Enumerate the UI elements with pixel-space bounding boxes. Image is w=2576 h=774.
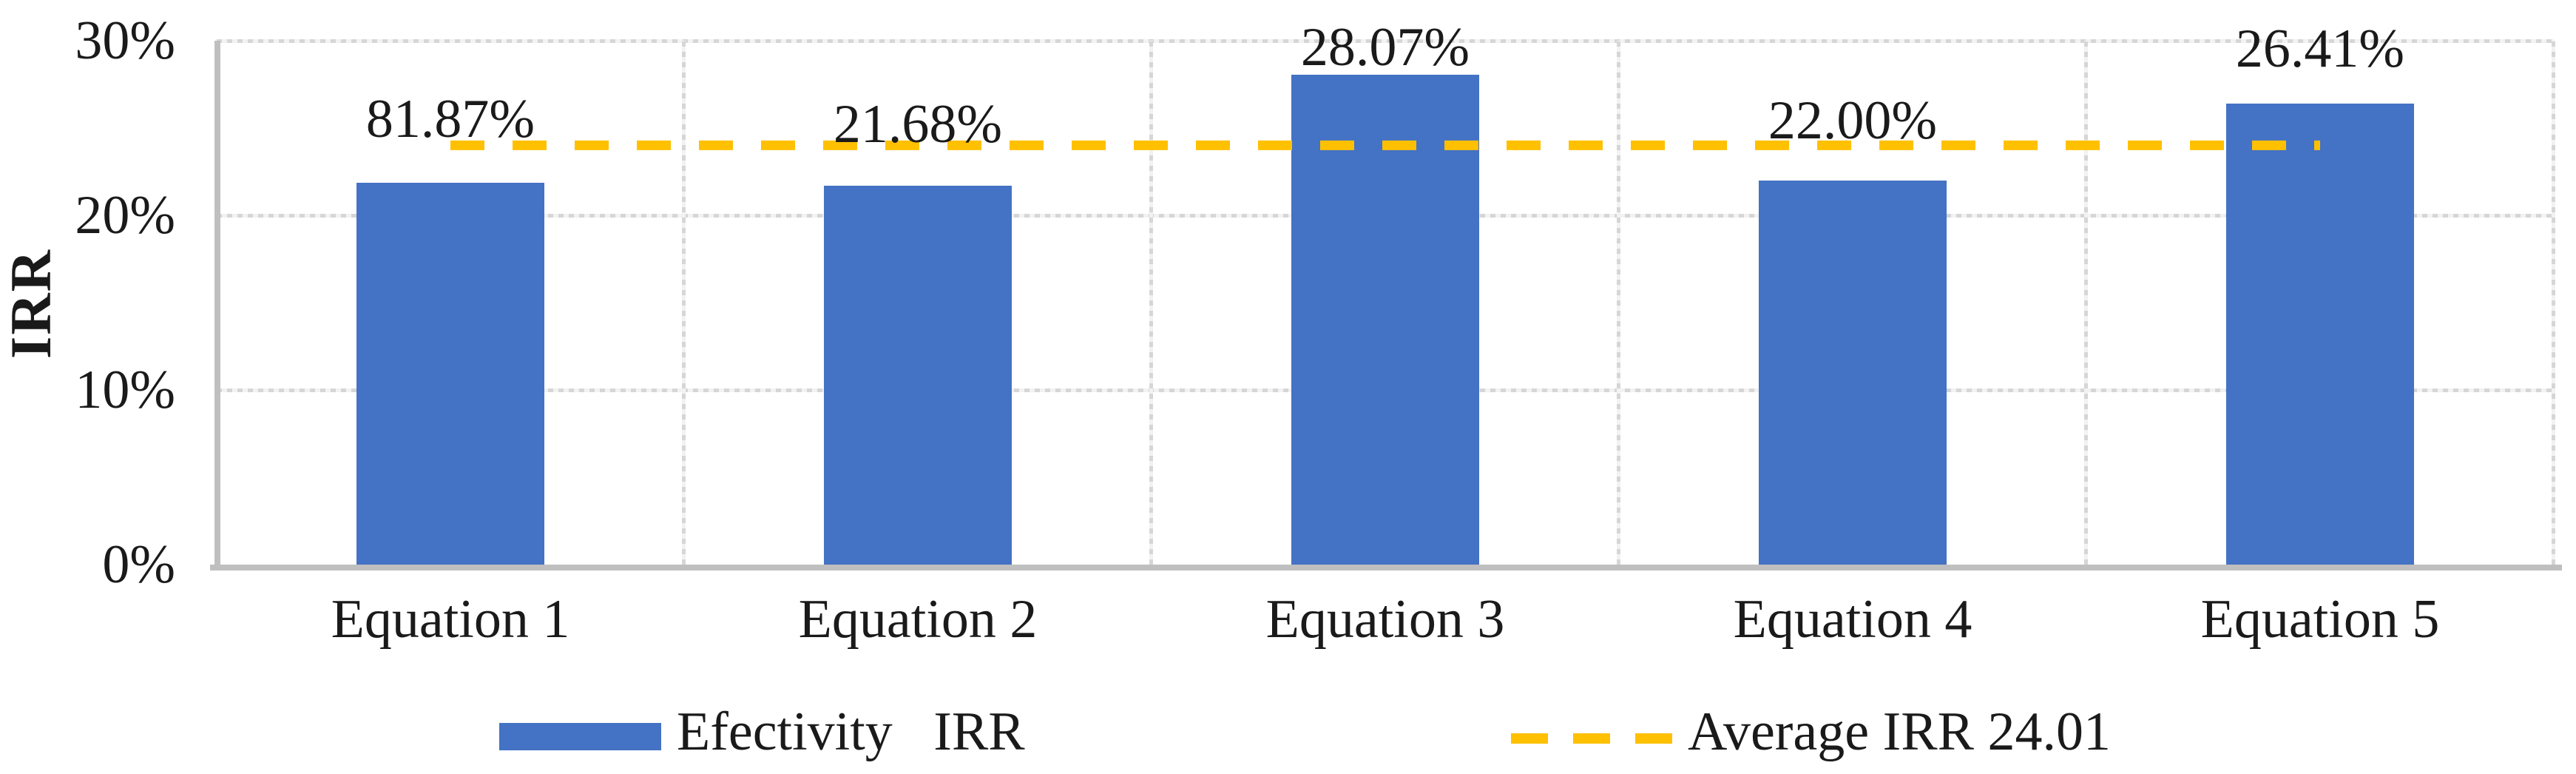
bar-equation-3 (1291, 74, 1479, 565)
bar-data-label-2: 21.68% (833, 94, 1003, 155)
gridline-v-5 (2552, 41, 2555, 565)
legend-dashed-line-swatch (1511, 733, 1672, 744)
bar-equation-4 (1759, 180, 1947, 565)
x-axis-line (210, 565, 2562, 571)
bar-equation-2 (824, 186, 1012, 565)
bar-data-label-3: 28.07% (1300, 16, 1470, 78)
x-label-equation-5: Equation 5 (2200, 589, 2440, 650)
gridline-v-4 (2084, 41, 2088, 565)
bar-data-label-4: 22.00% (1768, 90, 1938, 151)
bar-data-label-5: 26.41% (2235, 18, 2405, 79)
bar-equation-5 (2226, 103, 2414, 565)
bar-data-label-1: 81.87% (365, 88, 535, 149)
legend-bar-swatch (499, 723, 661, 750)
y-tick-0pct: 0% (102, 534, 175, 595)
gridline-v-3 (1617, 41, 1620, 565)
x-label-equation-2: Equation 2 (798, 589, 1038, 650)
legend-label-average-irr: Average IRR 24.01 (1688, 701, 2111, 762)
y-tick-30pct: 30% (75, 10, 175, 71)
gridline-v-2 (1149, 41, 1153, 565)
gridline-v-1 (682, 41, 686, 565)
x-label-equation-3: Equation 3 (1265, 589, 1505, 650)
y-tick-10pct: 10% (75, 360, 175, 420)
bar-equation-1 (356, 182, 544, 565)
gridline-h-30 (217, 39, 2554, 43)
y-axis-title: IRR (0, 248, 63, 359)
y-axis-line (214, 41, 220, 571)
x-label-equation-1: Equation 1 (331, 589, 570, 650)
legend-label-efectivity-irr: Efectivity IRR (677, 701, 1025, 762)
y-tick-20pct: 20% (75, 185, 175, 246)
x-label-equation-4: Equation 4 (1733, 589, 1972, 650)
